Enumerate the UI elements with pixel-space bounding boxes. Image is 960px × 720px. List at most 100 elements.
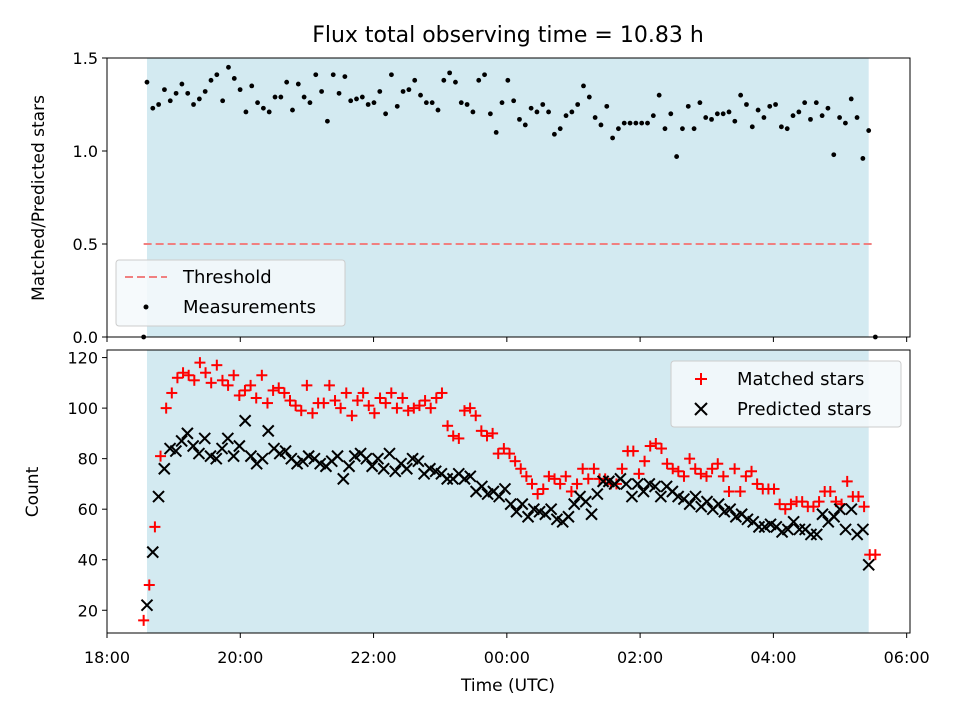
measurement-point bbox=[156, 102, 162, 107]
predicted-star-point bbox=[331, 449, 344, 463]
measurement-point bbox=[674, 154, 680, 159]
matched-star-point bbox=[509, 455, 521, 467]
legend-threshold-label: Threshold bbox=[182, 267, 272, 288]
matched-star-point bbox=[397, 392, 409, 404]
matched-star-point bbox=[183, 369, 195, 381]
matched-star-point bbox=[627, 445, 639, 457]
predicted-star-point bbox=[585, 508, 598, 521]
predicted-star-point bbox=[244, 449, 258, 463]
predicted-star-point bbox=[365, 460, 379, 473]
measurement-point bbox=[307, 100, 313, 106]
measurement-point bbox=[592, 115, 598, 120]
matched-star-point bbox=[233, 389, 245, 401]
measurement-point bbox=[784, 126, 790, 132]
top-legend-box bbox=[115, 259, 346, 327]
matched-star-point bbox=[290, 400, 302, 412]
matched-star-point bbox=[869, 549, 881, 561]
x-tick-label: 06:00 bbox=[884, 648, 930, 667]
matched-star-point bbox=[498, 443, 510, 455]
matched-star-point bbox=[526, 478, 538, 490]
measurement-point bbox=[866, 128, 872, 133]
matched-star-point bbox=[712, 458, 724, 470]
matched-star-point bbox=[267, 384, 279, 396]
x-tick-label: 18:00 bbox=[84, 648, 130, 667]
predicted-star-point bbox=[845, 502, 858, 516]
matched-star-point bbox=[323, 379, 335, 391]
measurement-point bbox=[616, 126, 621, 132]
matched-star-point bbox=[307, 407, 319, 419]
matched-star-point bbox=[549, 473, 561, 485]
measurement-point bbox=[522, 122, 528, 128]
predicted-star-point bbox=[562, 510, 575, 523]
measurement-point bbox=[790, 113, 796, 119]
measurement-point bbox=[755, 107, 761, 113]
measurement-point bbox=[575, 102, 581, 107]
matched-star-point bbox=[368, 407, 380, 419]
predicted-star-point bbox=[833, 502, 847, 516]
measurement-point bbox=[802, 100, 808, 106]
matched-star-point bbox=[729, 463, 741, 475]
predicted-star-point bbox=[752, 520, 766, 534]
measurement-point bbox=[458, 100, 464, 106]
matched-star-point bbox=[278, 387, 290, 399]
matched-star-point bbox=[537, 483, 549, 495]
bottom-legend-box bbox=[670, 360, 902, 428]
matched-star-point bbox=[492, 448, 504, 460]
measurement-point bbox=[627, 120, 633, 126]
measurement-point bbox=[371, 100, 377, 106]
predicted-star-point bbox=[793, 523, 806, 536]
measurement-point bbox=[290, 107, 295, 113]
matched-star-point bbox=[689, 463, 701, 475]
matched-star-point bbox=[734, 486, 746, 497]
measurement-point bbox=[738, 92, 744, 98]
matched-star-point bbox=[684, 453, 696, 465]
measurement-point bbox=[389, 72, 394, 78]
top-y-tick-label: 1.5 bbox=[73, 49, 98, 68]
measurement-point bbox=[260, 105, 266, 111]
matched-star-point bbox=[194, 357, 206, 369]
predicted-star-point bbox=[654, 490, 668, 503]
matched-star-point bbox=[577, 463, 589, 475]
matched-star-point bbox=[211, 359, 223, 371]
measurement-point bbox=[610, 135, 615, 141]
matched-star-point bbox=[470, 410, 482, 422]
matched-star-point bbox=[419, 395, 431, 407]
x-tick-label: 22:00 bbox=[351, 648, 397, 667]
measurement-point bbox=[453, 79, 458, 85]
measurement-point bbox=[645, 120, 650, 126]
matched-star-point bbox=[858, 501, 870, 513]
matched-star-point bbox=[458, 405, 470, 417]
legend-matched-swatch bbox=[695, 373, 707, 385]
measurement-point bbox=[831, 152, 837, 158]
matched-star-point bbox=[408, 402, 420, 414]
measurement-point bbox=[854, 115, 860, 120]
predicted-star-point bbox=[383, 447, 396, 460]
measurement-point bbox=[691, 126, 697, 132]
matched-star-point bbox=[824, 486, 836, 497]
bottom-y-tick-label: 60 bbox=[78, 500, 98, 519]
measurement-point bbox=[470, 109, 476, 115]
measurement-point bbox=[377, 89, 383, 94]
matched-star-point bbox=[678, 470, 690, 482]
predicted-star-point bbox=[198, 432, 211, 445]
measurement-point bbox=[487, 111, 493, 117]
predicted-star-point bbox=[619, 477, 633, 491]
top-plot-frame bbox=[106, 57, 911, 338]
matched-star-point bbox=[464, 402, 476, 414]
measurement-point bbox=[412, 77, 418, 83]
predicted-star-point bbox=[683, 497, 696, 511]
x-tick-label: 04:00 bbox=[750, 648, 796, 667]
predicted-star-point bbox=[140, 598, 154, 612]
matched-star-point bbox=[571, 478, 583, 490]
measurement-point bbox=[796, 109, 802, 115]
predicted-star-point bbox=[712, 497, 725, 511]
measurement-point bbox=[179, 81, 185, 87]
chart-title: Flux total observing time = 10.83 h bbox=[312, 23, 704, 48]
measurement-point bbox=[167, 98, 173, 104]
measurement-point bbox=[813, 100, 819, 106]
measurement-point bbox=[662, 126, 668, 132]
predicted-star-point bbox=[568, 497, 581, 511]
matched-star-point bbox=[166, 387, 178, 399]
matched-star-point bbox=[295, 405, 307, 417]
